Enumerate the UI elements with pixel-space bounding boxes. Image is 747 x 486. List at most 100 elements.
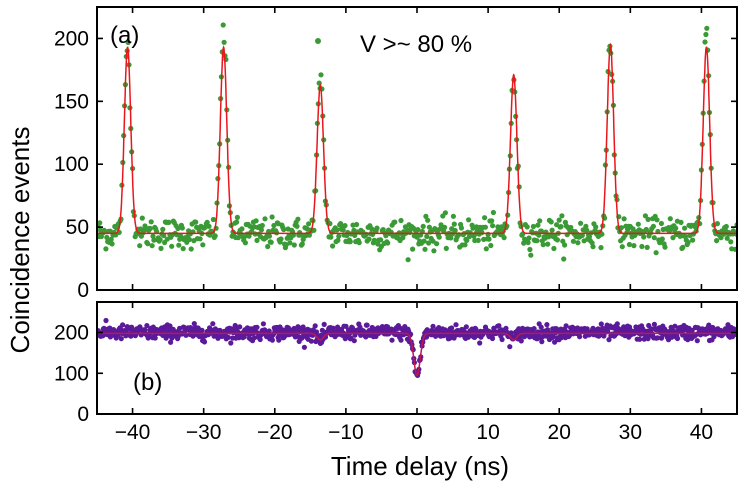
data-point bbox=[654, 217, 660, 223]
y-tick-label: 0 bbox=[77, 403, 89, 426]
data-point bbox=[225, 334, 231, 340]
data-point bbox=[672, 323, 678, 329]
legend-marker bbox=[315, 38, 321, 44]
data-point bbox=[266, 328, 272, 334]
data-point bbox=[366, 236, 372, 242]
data-point bbox=[197, 236, 203, 242]
data-point bbox=[606, 337, 612, 343]
data-point bbox=[443, 245, 449, 251]
data-point bbox=[149, 243, 155, 249]
y-axis-label: Coincidence events bbox=[5, 127, 35, 354]
data-point bbox=[528, 252, 534, 258]
data-point bbox=[278, 236, 284, 242]
data-point bbox=[477, 340, 483, 346]
data-point bbox=[356, 240, 362, 246]
data-point bbox=[294, 223, 300, 229]
data-point bbox=[501, 235, 507, 241]
data-point bbox=[291, 242, 297, 248]
data-point bbox=[287, 240, 293, 246]
data-point bbox=[148, 219, 154, 225]
data-point bbox=[453, 322, 459, 328]
panel-b-label: (b) bbox=[133, 369, 162, 396]
data-point bbox=[584, 326, 590, 332]
data-point bbox=[311, 227, 317, 233]
data-point bbox=[674, 335, 681, 342]
data-point bbox=[266, 233, 272, 239]
data-point bbox=[558, 224, 564, 230]
x-tick-label: 10 bbox=[476, 421, 499, 444]
data-point bbox=[653, 250, 659, 256]
data-point bbox=[295, 216, 301, 222]
data-point bbox=[166, 219, 172, 225]
x-tick-label: 20 bbox=[548, 421, 571, 444]
data-point bbox=[545, 241, 551, 247]
data-point bbox=[321, 321, 327, 327]
data-point bbox=[234, 219, 240, 225]
data-point bbox=[258, 227, 264, 233]
data-point bbox=[400, 235, 406, 241]
data-point bbox=[678, 219, 684, 225]
panel-b-frame bbox=[96, 301, 738, 415]
data-point bbox=[178, 233, 184, 239]
data-point bbox=[103, 246, 109, 252]
y-tick-label: 100 bbox=[54, 153, 89, 176]
data-point bbox=[424, 233, 430, 239]
data-point bbox=[724, 235, 730, 241]
data-point bbox=[260, 321, 266, 327]
data-point bbox=[98, 233, 104, 240]
data-point bbox=[118, 336, 124, 342]
data-point bbox=[462, 242, 468, 248]
data-point bbox=[479, 230, 485, 236]
data-point bbox=[221, 39, 227, 45]
data-point bbox=[104, 234, 110, 240]
data-point bbox=[431, 248, 437, 254]
data-point bbox=[426, 240, 432, 246]
data-point bbox=[475, 237, 481, 243]
data-point bbox=[690, 237, 696, 243]
data-point bbox=[340, 227, 346, 233]
panel-a-label: (a) bbox=[110, 22, 139, 49]
data-point bbox=[483, 246, 489, 252]
data-point bbox=[336, 233, 342, 239]
data-point bbox=[120, 322, 126, 328]
y-tick-label: 50 bbox=[66, 216, 89, 239]
data-point bbox=[639, 243, 645, 250]
data-point bbox=[488, 242, 494, 249]
data-point bbox=[193, 219, 199, 225]
data-point bbox=[157, 237, 163, 243]
data-point bbox=[621, 216, 627, 222]
data-point bbox=[425, 217, 431, 223]
data-point bbox=[673, 225, 679, 231]
data-point bbox=[351, 338, 357, 344]
data-point bbox=[537, 218, 543, 224]
data-point bbox=[254, 237, 260, 243]
x-tick-label: 0 bbox=[411, 421, 423, 444]
data-point bbox=[234, 214, 240, 220]
data-point bbox=[449, 325, 455, 331]
data-point bbox=[374, 225, 380, 231]
panel-a-fit bbox=[97, 42, 737, 235]
data-point bbox=[259, 222, 265, 229]
data-point bbox=[499, 336, 505, 343]
data-point bbox=[714, 221, 721, 227]
data-point bbox=[527, 246, 533, 253]
data-point bbox=[180, 246, 186, 252]
data-point bbox=[451, 221, 457, 227]
data-point bbox=[482, 215, 488, 221]
data-point bbox=[556, 217, 562, 223]
data-point bbox=[334, 227, 340, 233]
data-point bbox=[466, 217, 472, 223]
data-point bbox=[538, 324, 544, 330]
x-axis-label: Time delay (ns) bbox=[331, 451, 509, 481]
data-point bbox=[251, 335, 257, 341]
data-point bbox=[655, 335, 661, 341]
data-point bbox=[442, 224, 448, 230]
x-tick-label: 40 bbox=[690, 421, 713, 444]
data-point bbox=[496, 323, 502, 329]
panel-b-points bbox=[97, 317, 737, 378]
data-point bbox=[458, 225, 464, 231]
data-point bbox=[97, 220, 103, 226]
data-point bbox=[265, 243, 271, 250]
data-point bbox=[526, 235, 532, 241]
